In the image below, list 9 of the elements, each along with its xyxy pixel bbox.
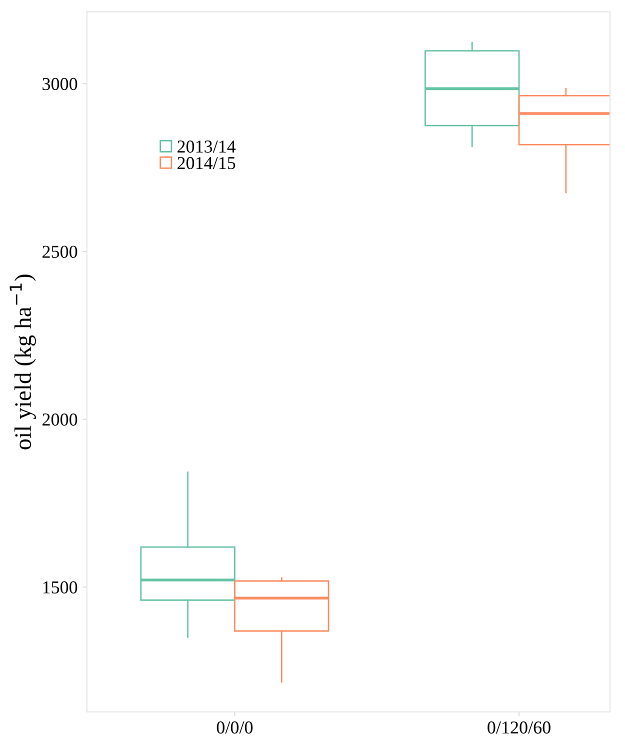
y-tick-label: 1500 <box>43 581 78 594</box>
y-tick-label: 2000 <box>42 414 78 426</box>
x-tick-label: 0/0/0 <box>216 721 253 734</box>
y-tick-label: 2500 <box>42 246 78 258</box>
y-axis-title: oil yield (kg ha$^{−1}$) <box>10 274 36 450</box>
legend-label: 2014/15 <box>178 156 236 170</box>
legend-label: 2013/14 <box>178 140 236 153</box>
y-tick-label: 3000 <box>42 78 78 90</box>
x-tick-label: 0/120/60 <box>488 721 550 734</box>
